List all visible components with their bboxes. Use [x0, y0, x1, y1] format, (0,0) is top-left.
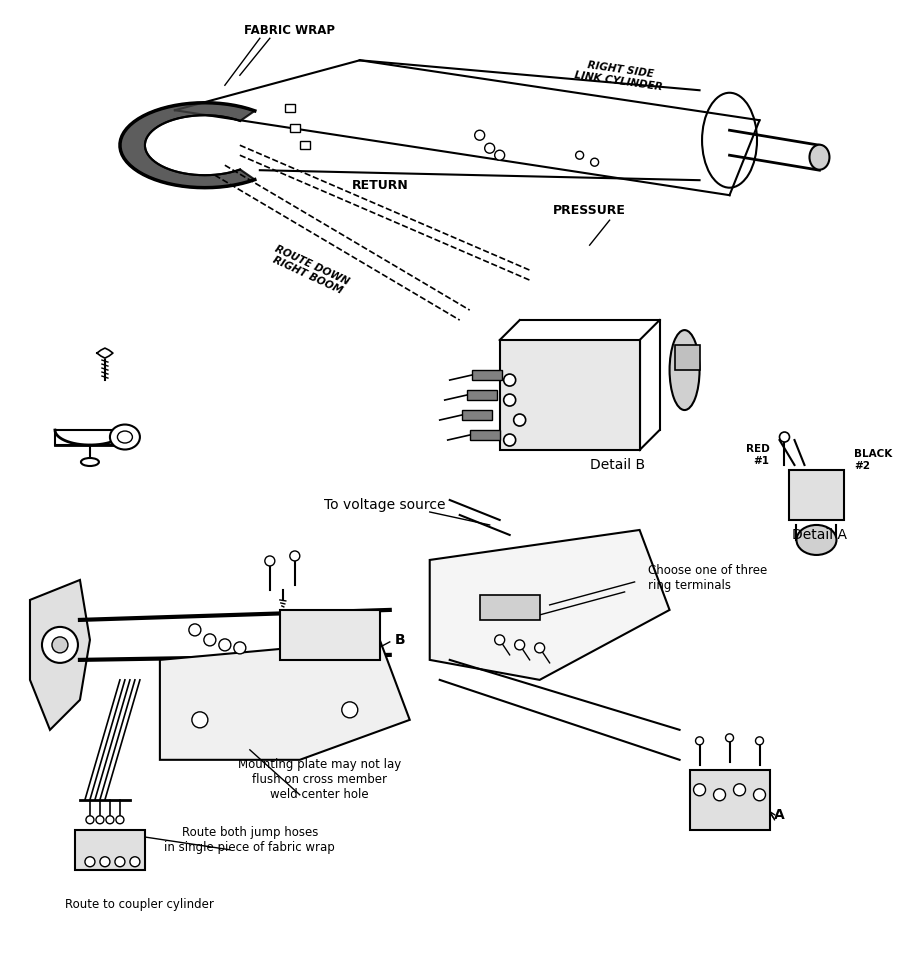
Circle shape [514, 640, 524, 650]
Ellipse shape [796, 525, 836, 555]
Circle shape [495, 634, 505, 645]
Circle shape [514, 414, 525, 426]
Circle shape [85, 857, 95, 867]
Circle shape [86, 815, 94, 824]
Circle shape [725, 734, 733, 742]
Text: Route to coupler cylinder: Route to coupler cylinder [65, 899, 214, 911]
Text: To voltage source: To voltage source [324, 498, 445, 512]
Circle shape [189, 624, 201, 635]
Bar [469, 430, 500, 440]
Circle shape [204, 634, 216, 646]
Bar [55, 430, 125, 445]
Circle shape [714, 789, 725, 801]
Circle shape [341, 701, 358, 718]
Bar [689, 769, 769, 830]
Circle shape [753, 789, 766, 801]
Polygon shape [430, 530, 669, 679]
Text: A: A [774, 808, 785, 822]
Text: Choose one of three
ring terminals: Choose one of three ring terminals [648, 564, 767, 592]
Bar [467, 390, 496, 400]
Circle shape [504, 394, 515, 406]
Circle shape [591, 158, 598, 167]
Text: B: B [395, 633, 405, 647]
Circle shape [504, 374, 515, 386]
Circle shape [290, 551, 300, 561]
Circle shape [234, 642, 246, 654]
Polygon shape [120, 102, 255, 188]
Circle shape [576, 151, 584, 159]
Polygon shape [97, 348, 113, 358]
Text: Mounting plate may not lay
flush on cross member
weld center hole: Mounting plate may not lay flush on cros… [238, 758, 402, 801]
Circle shape [52, 637, 68, 653]
Circle shape [100, 857, 110, 867]
Bar [479, 595, 540, 620]
Circle shape [130, 857, 140, 867]
Ellipse shape [809, 145, 830, 169]
Circle shape [106, 815, 114, 824]
Text: BLACK
#2: BLACK #2 [854, 449, 893, 471]
Circle shape [265, 556, 275, 566]
Circle shape [534, 643, 544, 653]
Bar [461, 410, 492, 420]
Text: Detail B: Detail B [590, 458, 645, 472]
Text: FABRIC WRAP: FABRIC WRAP [244, 24, 335, 36]
Bar [75, 830, 145, 870]
Circle shape [42, 627, 78, 663]
Ellipse shape [81, 458, 99, 466]
Polygon shape [30, 580, 90, 730]
Circle shape [504, 434, 515, 446]
Circle shape [495, 150, 505, 160]
Bar [300, 142, 310, 149]
Text: RIGHT SIDE
LINK CYLINDER: RIGHT SIDE LINK CYLINDER [574, 58, 665, 92]
Bar [280, 610, 379, 660]
Bar [500, 340, 640, 450]
Circle shape [96, 815, 104, 824]
Circle shape [694, 784, 705, 796]
Polygon shape [159, 640, 410, 760]
Ellipse shape [117, 431, 132, 443]
Circle shape [116, 815, 124, 824]
Text: RETURN: RETURN [351, 179, 408, 191]
Ellipse shape [110, 425, 140, 450]
Bar [675, 345, 699, 370]
Text: PRESSURE: PRESSURE [553, 204, 626, 216]
Circle shape [696, 737, 704, 745]
Circle shape [475, 130, 485, 141]
Bar [789, 470, 844, 520]
Circle shape [192, 712, 208, 728]
Text: Route both jump hoses
in single piece of fabric wrap: Route both jump hoses in single piece of… [165, 826, 335, 854]
Circle shape [485, 144, 495, 153]
Ellipse shape [669, 330, 699, 410]
Circle shape [733, 784, 745, 796]
Text: ROUTE DOWN
RIGHT BOOM: ROUTE DOWN RIGHT BOOM [268, 243, 351, 297]
Circle shape [756, 737, 763, 745]
Circle shape [115, 857, 125, 867]
Text: RED
#1: RED #1 [746, 444, 769, 466]
Circle shape [219, 639, 231, 651]
Bar [290, 124, 300, 132]
Circle shape [779, 432, 789, 442]
Text: Detail A: Detail A [792, 528, 847, 542]
Bar [472, 370, 502, 380]
Bar [285, 104, 295, 112]
